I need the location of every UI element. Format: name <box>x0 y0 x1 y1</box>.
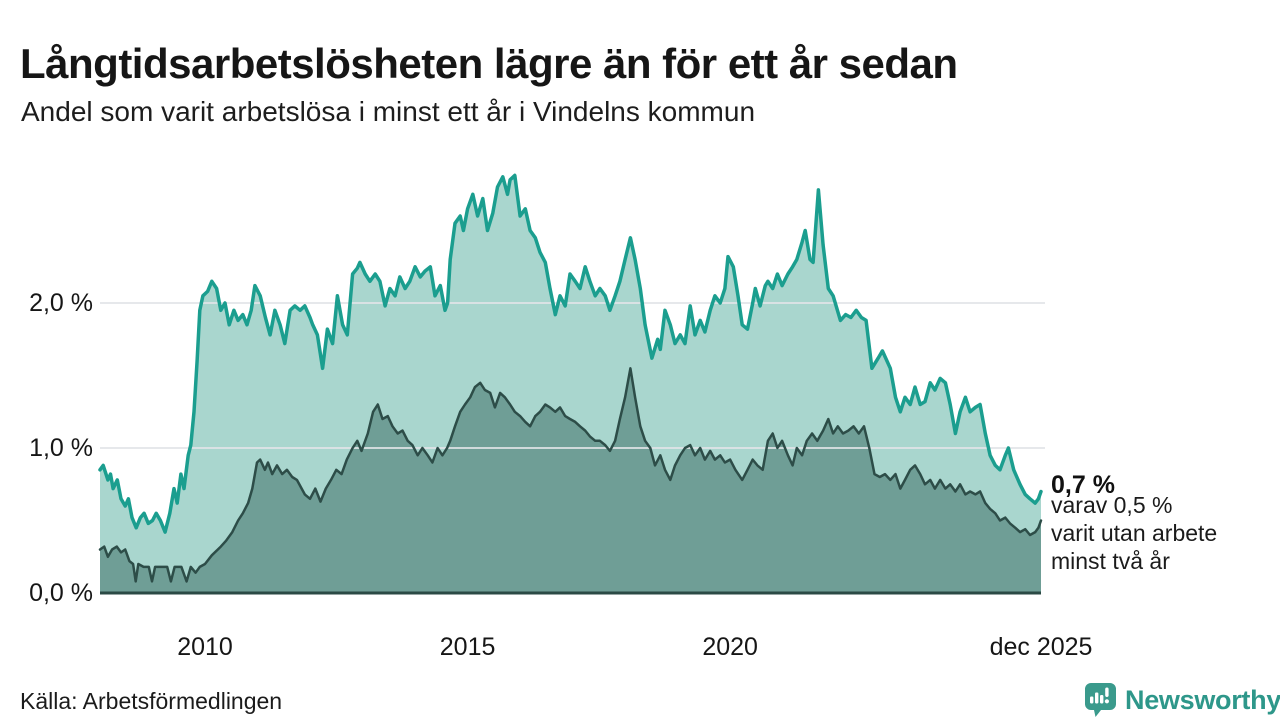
series-line-1 <box>98 367 1043 583</box>
x-axis-tick: 2015 <box>439 633 496 661</box>
x-axis-tick: 2020 <box>702 633 758 661</box>
page-subtitle: Andel som varit arbetslösa i minst ett å… <box>21 96 756 127</box>
newsworthy-icon <box>1085 683 1116 717</box>
series-fill-1 <box>100 368 1041 593</box>
annotation-line: minst två år <box>1051 548 1170 574</box>
source-note: Källa: Arbetsförmedlingen <box>20 688 283 714</box>
page-title: Långtidsarbetslösheten lägre än för ett … <box>20 40 958 88</box>
annotation-line: varit utan arbete <box>1051 520 1218 546</box>
x-axis-tick: dec 2025 <box>989 633 1093 661</box>
end-value-label: 0,7 % <box>1051 471 1115 499</box>
newsworthy-logo: Newsworthy <box>1082 681 1280 719</box>
y-axis-tick: 2,0 % <box>29 289 93 317</box>
x-axis-tick: 2010 <box>177 633 233 661</box>
y-axis-tick: 1,0 % <box>29 434 93 462</box>
annotation-line: varav 0,5 % <box>1051 492 1173 518</box>
series-fill-0 <box>100 175 1041 593</box>
end-annotation-text: varav 0,5 % varit utan arbete minst två … <box>1051 491 1217 575</box>
y-axis-tick: 0,0 % <box>29 579 93 607</box>
series-line-0 <box>98 173 1043 534</box>
newsworthy-wordmark: Newsworthy <box>1125 684 1280 715</box>
